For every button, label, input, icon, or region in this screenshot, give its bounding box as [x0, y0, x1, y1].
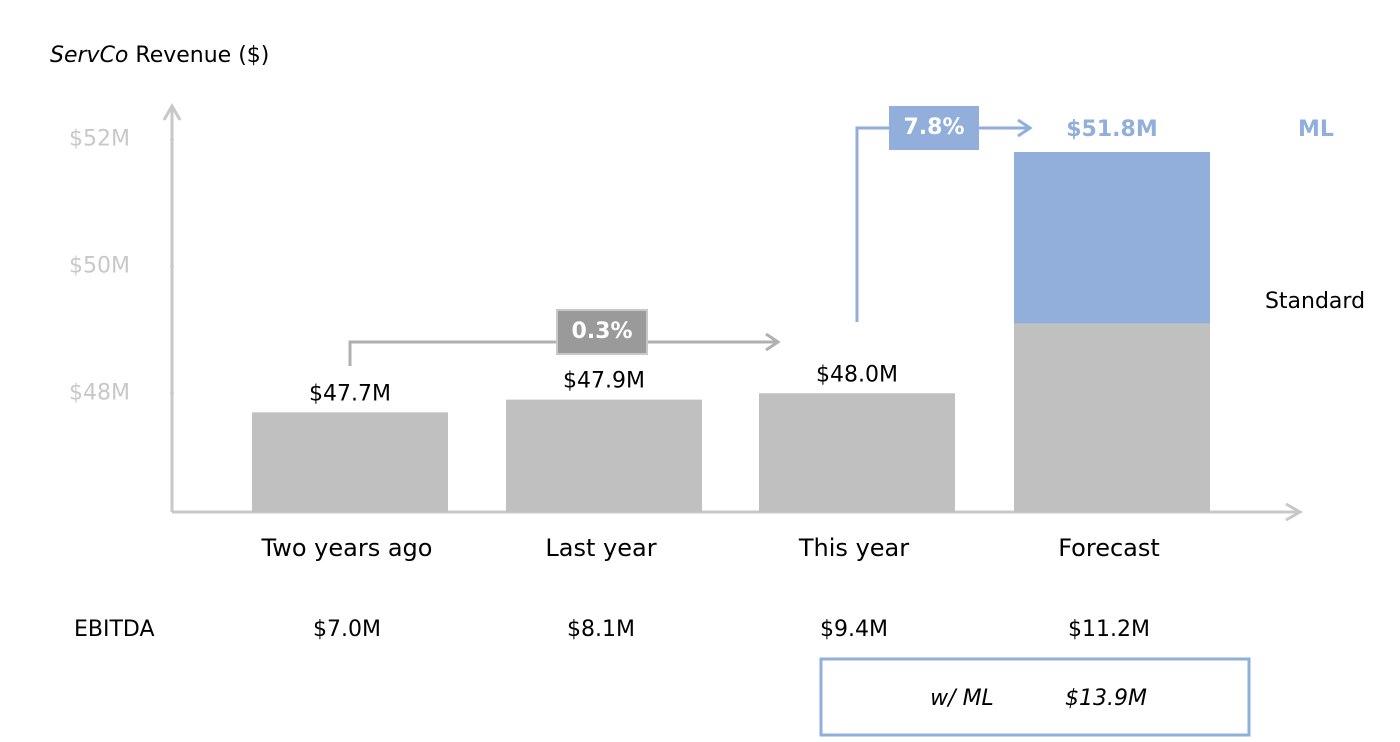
x-tick-label: This year — [798, 534, 909, 562]
chart-title: ServCo Revenue ($) — [50, 43, 269, 68]
total-label: $51.8M — [1066, 117, 1157, 142]
bar-segment — [1014, 323, 1210, 512]
value-label: $48.0M — [816, 362, 898, 387]
growth-box — [556, 309, 648, 355]
legend-label: Standard — [1265, 289, 1365, 314]
title-rest: Revenue ($) — [135, 43, 269, 68]
bar-segment — [506, 399, 702, 512]
connector-arrow — [1017, 118, 1033, 138]
ml-ebitda-value: $13.9M — [1065, 686, 1147, 711]
legend-label: ML — [1298, 117, 1334, 142]
bar-segment — [1014, 151, 1210, 324]
bar-segment — [252, 412, 448, 512]
growth-connector-blue — [855, 118, 1033, 322]
ml-box — [819, 657, 1251, 737]
ebitda-label: EBITDA — [74, 617, 155, 642]
ebitda-value: $7.0M — [313, 617, 381, 642]
bar-segment — [759, 393, 955, 512]
y-tick-label: $50M — [69, 253, 130, 278]
ebitda-value: $9.4M — [820, 617, 888, 642]
x-tick-label: Forecast — [1058, 534, 1160, 562]
growth-box — [889, 106, 979, 150]
y-tick-label: $48M — [69, 380, 130, 405]
y-tick-label: $52M — [69, 126, 130, 151]
ebitda-value: $11.2M — [1068, 617, 1150, 642]
connector-line — [855, 126, 1028, 322]
title-italic: ServCo — [50, 43, 128, 68]
y-axis-arrow — [162, 102, 182, 121]
x-axis-arrow — [1285, 502, 1304, 522]
value-label: $47.9M — [563, 369, 645, 394]
growth-label: 7.8% — [903, 115, 964, 140]
x-tick-label: Last year — [545, 534, 656, 562]
value-label: $47.7M — [309, 381, 391, 406]
x-tick-label: Two years ago — [261, 534, 433, 562]
connector-arrow — [765, 332, 781, 352]
ml-ebitda-label: w/ ML — [930, 686, 994, 711]
ebitda-value: $8.1M — [567, 617, 635, 642]
growth-label: 0.3% — [571, 319, 632, 344]
